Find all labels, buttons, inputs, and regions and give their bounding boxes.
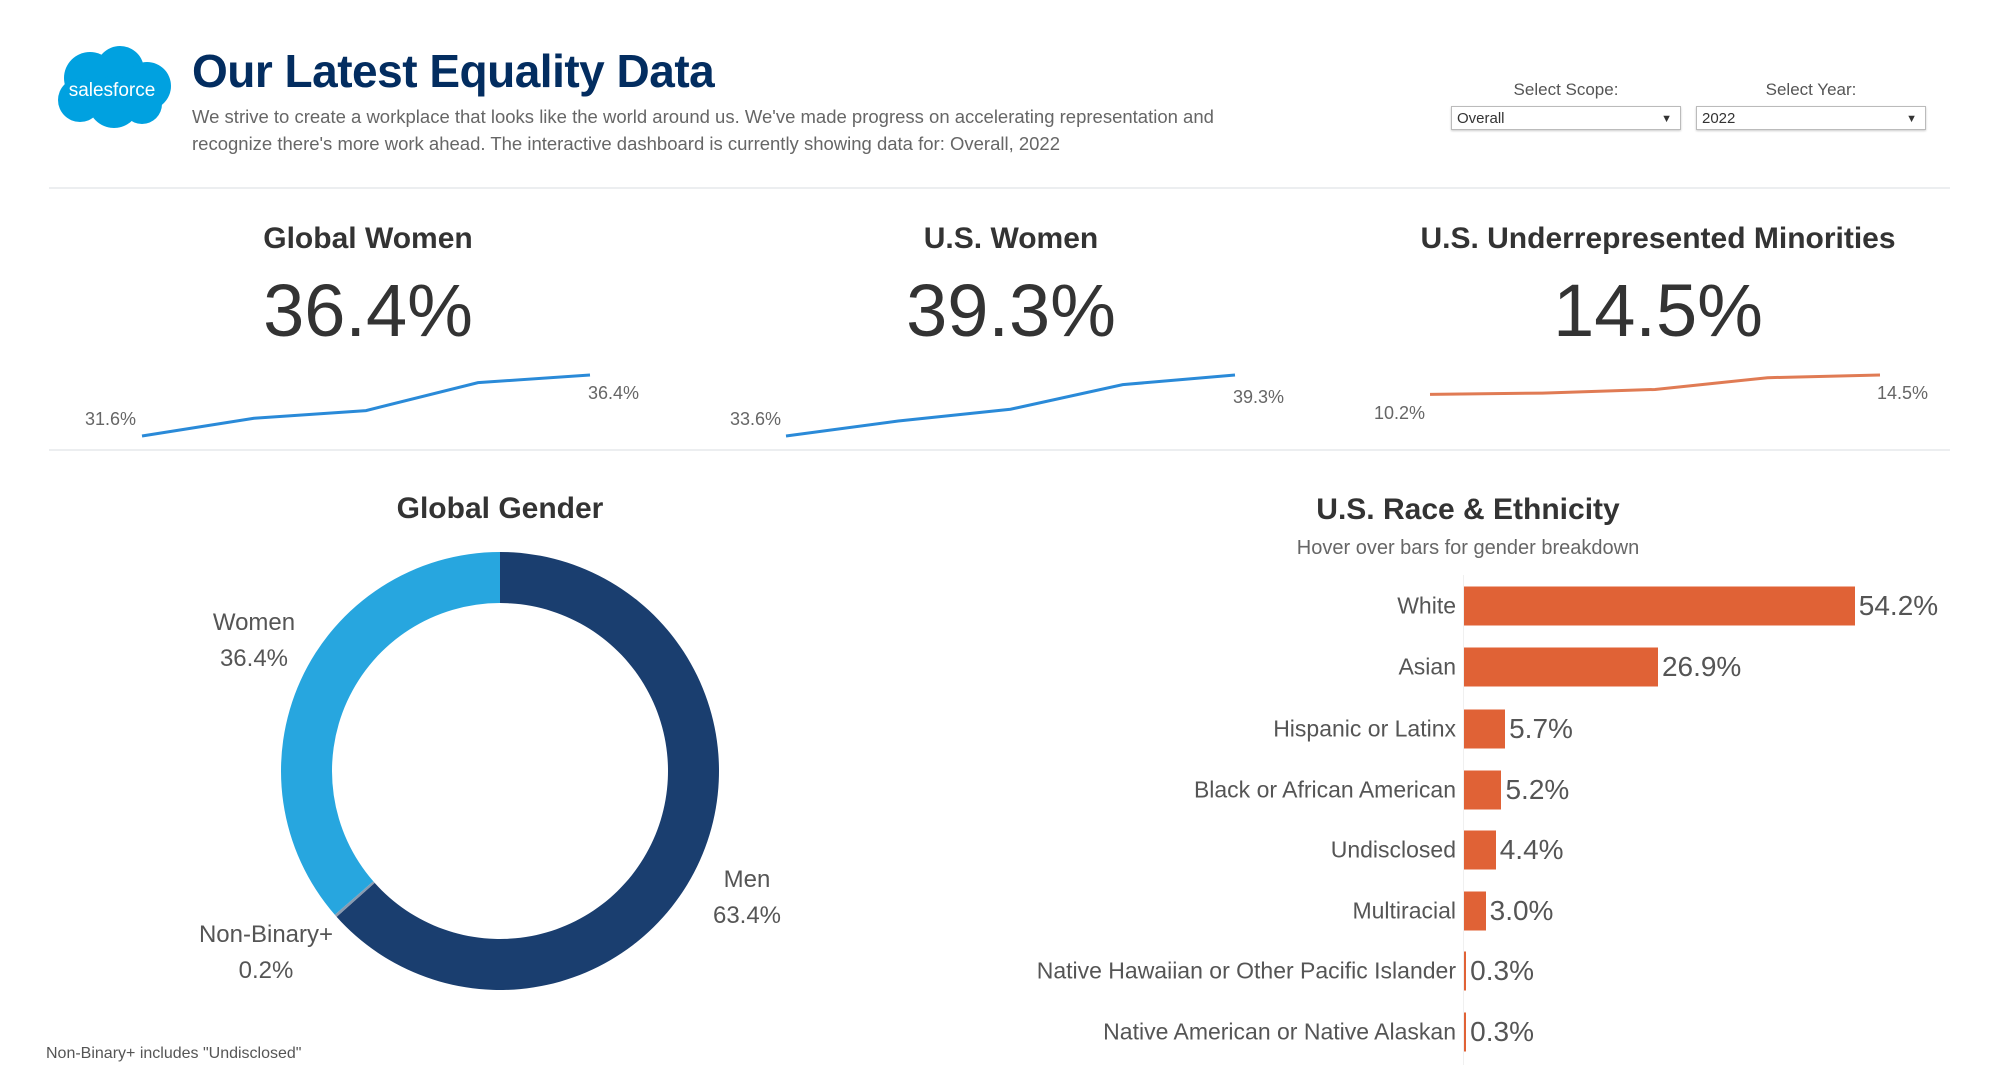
scope-label: Select Scope: xyxy=(1513,80,1619,99)
bar-value-label: 0.3% xyxy=(1470,955,1534,986)
men-value: 63.4% xyxy=(712,902,782,929)
kpi-title-us-women: U.S. Women xyxy=(923,222,1099,255)
kpi-value-us-women: 39.3% xyxy=(906,269,1116,352)
scope-value: Overall xyxy=(1457,110,1505,127)
sparkline-start-label: 31.6% xyxy=(85,409,137,429)
bar-category-label: Native American or Native Alaskan xyxy=(1103,1018,1456,1045)
bar[interactable] xyxy=(1464,830,1496,870)
scope-select[interactable]: Overall ▼ xyxy=(1451,106,1681,130)
bar[interactable] xyxy=(1464,709,1506,749)
women-label: Women xyxy=(212,609,296,636)
sparkline-2 xyxy=(1429,373,1881,396)
page-title: Our Latest Equality Data xyxy=(192,45,715,97)
bar-value-label: 26.9% xyxy=(1661,651,1742,682)
women-value: 36.4% xyxy=(219,645,289,672)
bar-value-label: 5.7% xyxy=(1509,713,1573,744)
bar-category-label: Black or African American xyxy=(1193,776,1456,803)
sparkline-end-label: 36.4% xyxy=(588,383,640,403)
bar-value-label: 0.3% xyxy=(1470,1016,1534,1047)
sparkline-1 xyxy=(785,373,1236,438)
bar-axis xyxy=(1463,575,1464,1065)
sparklines xyxy=(141,373,1881,438)
donut-slice-men[interactable] xyxy=(336,552,719,990)
subtitle-line-1: We strive to create a workplace that loo… xyxy=(192,106,1214,127)
race-chart-subtitle: Hover over bars for gender breakdown xyxy=(1296,537,1640,559)
page-subtitle: We strive to create a workplace that loo… xyxy=(192,103,1372,157)
race-chart-title: U.S. Race & Ethnicity xyxy=(1316,493,1620,526)
dropdown-arrow-icon: ▼ xyxy=(1661,113,1672,125)
donut-label-men: Men 63.4% xyxy=(713,862,781,934)
kpi-value-global-women: 36.4% xyxy=(263,269,473,352)
bar-category-label: Undisclosed xyxy=(1330,836,1456,863)
bar-value-label: 5.2% xyxy=(1505,774,1570,805)
dropdown-arrow-icon: ▼ xyxy=(1906,113,1917,125)
year-label: Select Year: xyxy=(1765,80,1857,99)
divider xyxy=(49,449,1950,451)
year-value: 2022 xyxy=(1702,110,1736,127)
donut-label-nonbinary: Non-Binary+ 0.2% xyxy=(199,917,333,989)
bar[interactable] xyxy=(1464,891,1486,931)
sparkline-end-label: 14.5% xyxy=(1877,383,1929,403)
bar[interactable] xyxy=(1464,1012,1467,1052)
year-select[interactable]: 2022 ▼ xyxy=(1696,106,1926,130)
men-label: Men xyxy=(723,866,771,893)
bar-value-label: 3.0% xyxy=(1489,895,1554,926)
bar-value-label: 4.4% xyxy=(1499,834,1564,865)
global-gender-title: Global Gender xyxy=(396,492,604,525)
sparkline-start-label: 10.2% xyxy=(1374,403,1426,423)
salesforce-logo: salesforce xyxy=(58,46,171,128)
sparkline-start-label: 33.6% xyxy=(730,409,782,429)
subtitle-line-2: recognize there's more work ahead. The i… xyxy=(192,133,1061,154)
donut-label-women: Women 36.4% xyxy=(213,605,295,677)
nonbinary-value: 0.2% xyxy=(238,957,294,984)
bar-category-label: White xyxy=(1397,592,1456,619)
logo-text: salesforce xyxy=(69,80,156,101)
bar[interactable] xyxy=(1464,647,1658,687)
bar[interactable] xyxy=(1464,951,1467,991)
nonbinary-label: Non-Binary+ xyxy=(198,921,334,948)
bar-category-label: Multiracial xyxy=(1352,897,1456,924)
bar[interactable] xyxy=(1464,586,1855,626)
bar[interactable] xyxy=(1464,770,1502,810)
divider xyxy=(49,187,1950,189)
bar-category-label: Hispanic or Latinx xyxy=(1273,715,1456,742)
kpi-title-global-women: Global Women xyxy=(263,222,473,255)
bar-value-label: 54.2% xyxy=(1858,590,1939,621)
footnote: Non-Binary+ includes "Undisclosed" xyxy=(46,1045,302,1062)
donut-slice-non-binary-[interactable] xyxy=(334,881,375,917)
bar-category-label: Native Hawaiian or Other Pacific Islande… xyxy=(1036,957,1456,984)
global-gender-donut xyxy=(281,552,719,990)
sparkline-end-label: 39.3% xyxy=(1233,387,1285,407)
sparkline-0 xyxy=(141,373,591,438)
donut-slice-women[interactable] xyxy=(281,552,500,915)
bar-category-label: Asian xyxy=(1398,653,1456,680)
kpi-title-us-urm: U.S. Underrepresented Minorities xyxy=(1420,222,1896,255)
kpi-value-us-urm: 14.5% xyxy=(1553,269,1763,352)
